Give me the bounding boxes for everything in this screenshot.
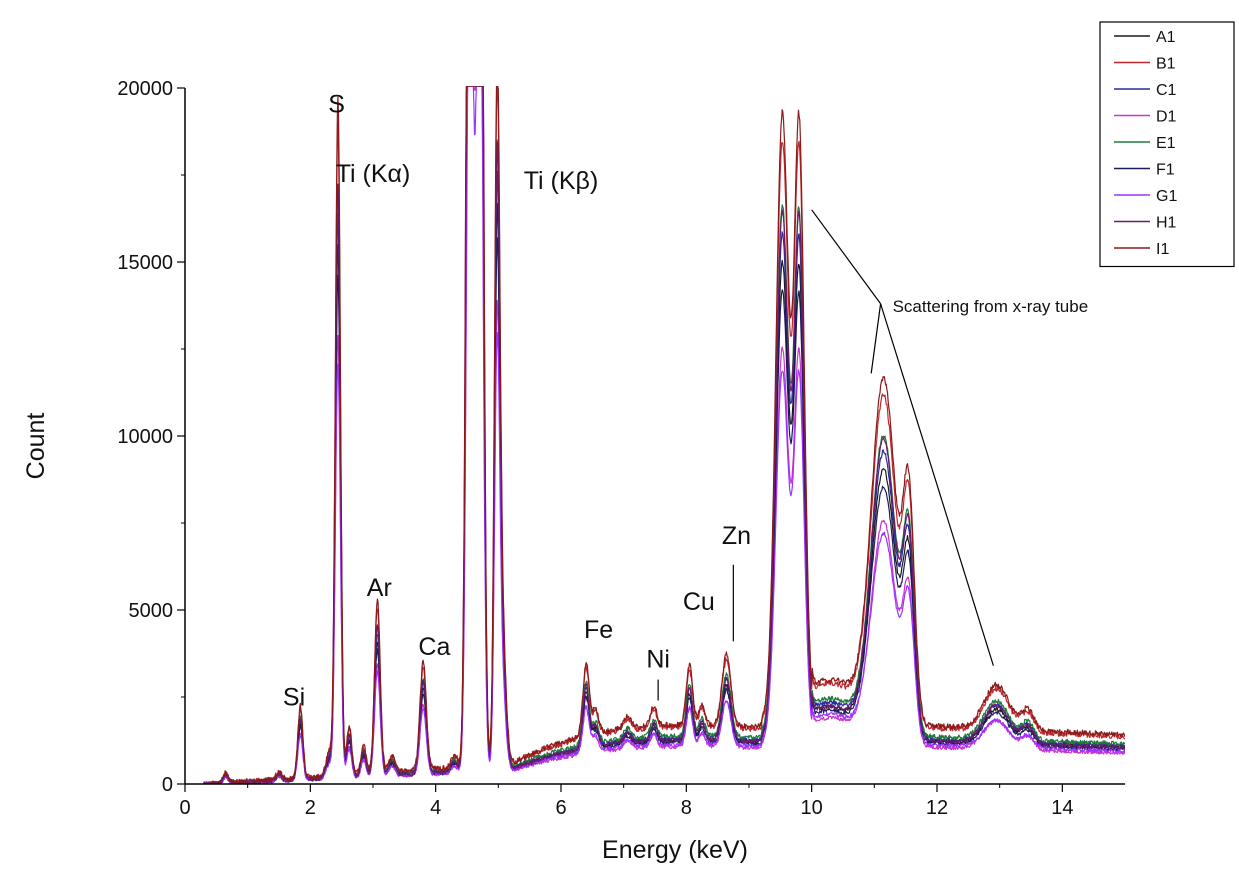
- series-line-g1: [203, 86, 1125, 784]
- legend-label-i1: I1: [1156, 241, 1169, 258]
- series-line-i1: [203, 86, 1125, 784]
- peak-label-cu: Cu: [683, 588, 715, 616]
- y-tick-label: 15000: [117, 252, 173, 274]
- peak-label-fe: Fe: [584, 616, 613, 644]
- annotation-pointer-3: [880, 303, 994, 666]
- legend-label-b1: B1: [1156, 56, 1176, 73]
- y-tick-label: 5000: [129, 600, 174, 622]
- annotation-label: Scattering from x-ray tube: [893, 297, 1089, 316]
- legend-label-c1: C1: [1156, 82, 1177, 99]
- x-tick-label: 0: [179, 797, 190, 819]
- axes: 0 2 4 6 8 10 12 14 0 5000 10000 15000 20000: [117, 78, 1125, 819]
- peak-label-ar: Ar: [367, 574, 392, 602]
- legend-label-d1: D1: [1156, 109, 1177, 126]
- peak-label-zn: Zn: [722, 522, 751, 550]
- peak-label-tik: Ti (Kα): [336, 160, 411, 188]
- x-tick-label: 2: [305, 797, 316, 819]
- x-tick-label: 6: [555, 797, 566, 819]
- series-line-h1: [203, 86, 1125, 784]
- x-tick-label: 10: [801, 797, 823, 819]
- y-tick-label: 20000: [117, 78, 173, 100]
- x-tick-label: 8: [681, 797, 692, 819]
- y-tick-label: 10000: [117, 426, 173, 448]
- legend: A1 B1 C1 D1 E1 F1 G1 H1 I1: [1099, 21, 1235, 268]
- peak-label-tik: Ti (Kβ): [524, 167, 599, 195]
- x-axis-title: Energy (keV): [602, 836, 748, 864]
- peak-label-s: S: [328, 90, 345, 118]
- y-tick-label: 0: [162, 774, 173, 796]
- legend-label-h1: H1: [1156, 215, 1177, 232]
- x-tick-label: 14: [1051, 797, 1073, 819]
- x-tick-label: 4: [430, 797, 441, 819]
- peak-label-ni: Ni: [646, 645, 670, 673]
- y-axis-title: Count: [22, 413, 50, 480]
- scattering-annotation: Scattering from x-ray tube: [811, 209, 1089, 666]
- annotation-pointer-1: [811, 209, 882, 305]
- series-line-d1: [203, 86, 1125, 784]
- annotation-pointer-2: [870, 303, 882, 374]
- x-tick-label: 12: [926, 797, 948, 819]
- series-lines: [203, 86, 1125, 784]
- peak-label-si: Si: [283, 684, 305, 712]
- legend-label-a1: A1: [1156, 29, 1176, 46]
- legend-label-e1: E1: [1156, 135, 1176, 152]
- legend-label-f1: F1: [1156, 162, 1175, 179]
- legend-label-g1: G1: [1156, 188, 1177, 205]
- peak-labels: Si S Ar Ca Ti (Kα) Ti (Kβ) Fe Ni Cu Zn: [283, 90, 751, 711]
- peak-label-ca: Ca: [418, 633, 450, 661]
